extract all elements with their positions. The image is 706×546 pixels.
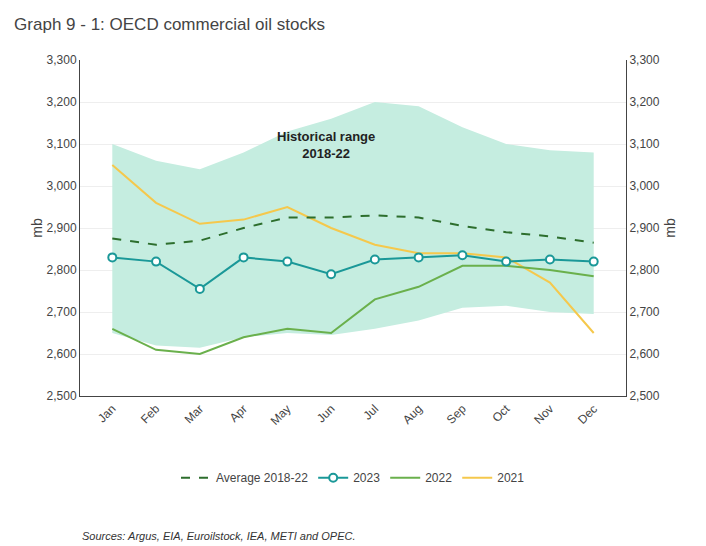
svg-text:3,100: 3,100 (629, 137, 659, 151)
svg-text:Dec: Dec (575, 402, 600, 427)
svg-text:Aug: Aug (400, 402, 425, 427)
svg-text:2,900: 2,900 (629, 221, 659, 235)
svg-text:2,700: 2,700 (47, 305, 77, 319)
svg-text:2,500: 2,500 (47, 389, 77, 403)
svg-text:mb: mb (29, 218, 45, 238)
svg-text:3,200: 3,200 (629, 95, 659, 109)
svg-text:3,300: 3,300 (629, 53, 659, 67)
svg-text:2,800: 2,800 (629, 263, 659, 277)
svg-text:Jan: Jan (95, 402, 119, 426)
svg-text:2022: 2022 (425, 471, 452, 485)
svg-text:2,600: 2,600 (47, 347, 77, 361)
svg-text:Sep: Sep (444, 402, 469, 427)
svg-text:2023: 2023 (353, 471, 380, 485)
svg-text:3,100: 3,100 (47, 137, 77, 151)
svg-text:2,700: 2,700 (629, 305, 659, 319)
svg-text:Nov: Nov (531, 402, 556, 427)
svg-text:2021: 2021 (497, 471, 524, 485)
svg-text:mb: mb (662, 218, 678, 238)
svg-text:Jun: Jun (314, 402, 338, 426)
svg-text:3,200: 3,200 (47, 95, 77, 109)
svg-text:3,000: 3,000 (629, 179, 659, 193)
svg-text:Historical range2018-22: Historical range2018-22 (277, 129, 375, 161)
svg-text:Jul: Jul (360, 402, 381, 423)
svg-text:2,500: 2,500 (629, 389, 659, 403)
svg-text:2,600: 2,600 (629, 347, 659, 361)
svg-text:Average 2018-22: Average 2018-22 (216, 471, 308, 485)
svg-text:3,000: 3,000 (47, 179, 77, 193)
svg-text:Mar: Mar (182, 402, 207, 427)
svg-text:2,800: 2,800 (47, 263, 77, 277)
svg-text:Graph 9 - 1: OECD commercial o: Graph 9 - 1: OECD commercial oil stocks (14, 15, 325, 34)
svg-text:Oct: Oct (489, 401, 513, 425)
svg-text:Sources: Argus, EIA, Euroilsto: Sources: Argus, EIA, Euroilstock, IEA, M… (82, 530, 355, 542)
svg-text:3,300: 3,300 (47, 53, 77, 67)
svg-text:Apr: Apr (227, 402, 250, 425)
svg-text:2,900: 2,900 (47, 221, 77, 235)
svg-text:May: May (268, 402, 294, 428)
svg-text:Feb: Feb (138, 402, 163, 427)
